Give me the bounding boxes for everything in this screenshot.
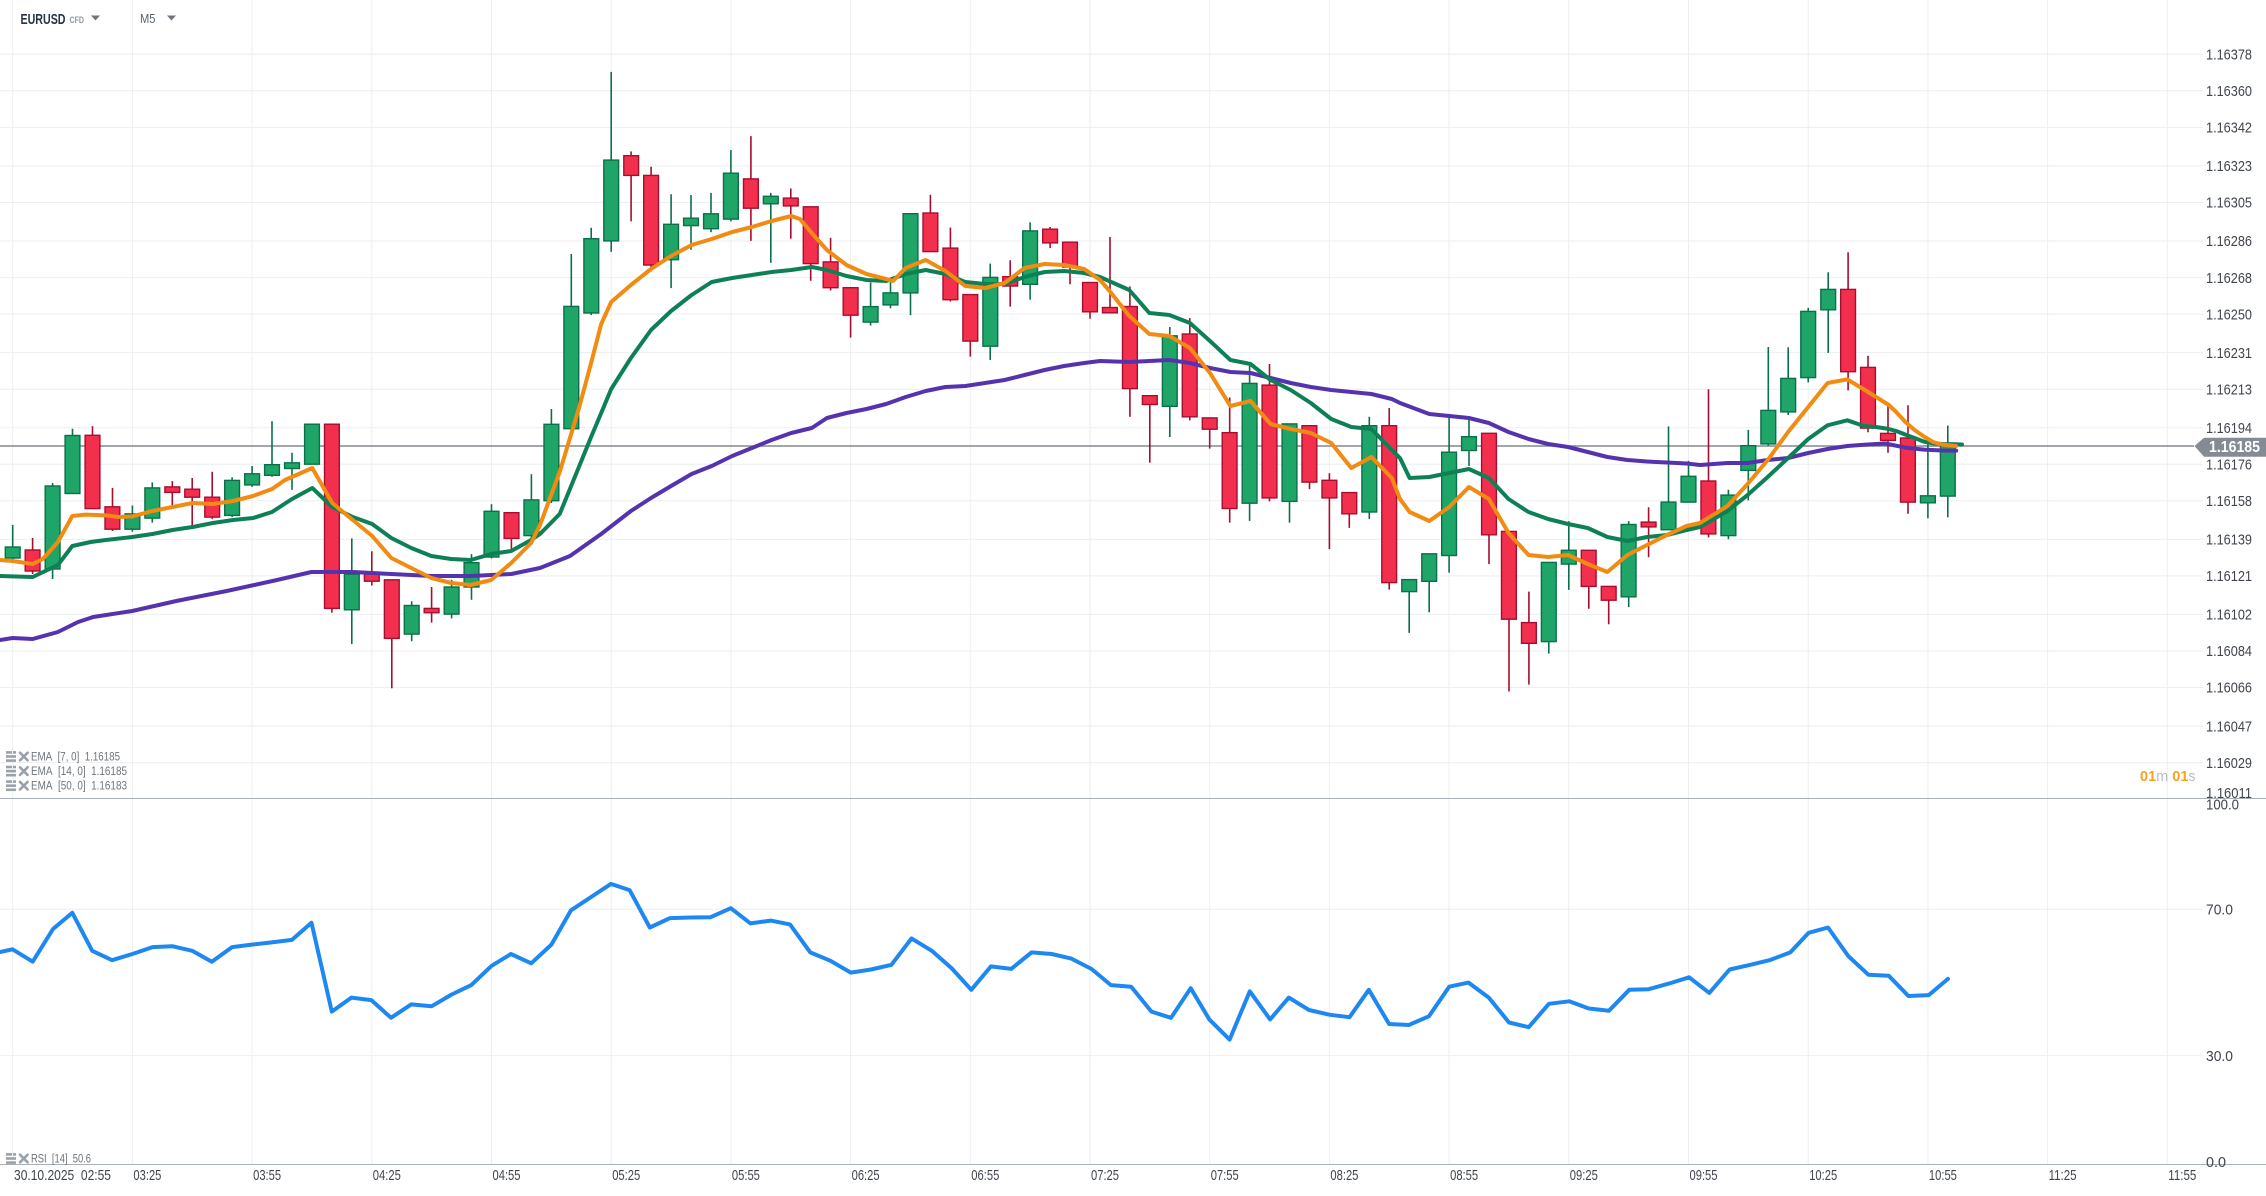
svg-text:1.16185: 1.16185 xyxy=(2209,439,2260,456)
svg-text:11:25: 11:25 xyxy=(2049,1167,2077,1184)
svg-text:1.16047: 1.16047 xyxy=(2206,718,2252,735)
svg-text:03:25: 03:25 xyxy=(133,1167,161,1184)
svg-text:1.16029: 1.16029 xyxy=(2206,755,2252,772)
svg-text:07:25: 07:25 xyxy=(1091,1167,1119,1184)
svg-text:08:55: 08:55 xyxy=(1450,1167,1478,1184)
svg-text:70.0: 70.0 xyxy=(2206,902,2233,919)
svg-text:M5: M5 xyxy=(140,12,156,26)
svg-text:1.16084: 1.16084 xyxy=(2206,643,2252,660)
svg-text:07:55: 07:55 xyxy=(1211,1167,1239,1184)
svg-text:03:55: 03:55 xyxy=(253,1167,281,1184)
svg-text:1.16102: 1.16102 xyxy=(2206,607,2252,624)
svg-text:1.16231: 1.16231 xyxy=(2206,345,2252,362)
svg-text:1.16176: 1.16176 xyxy=(2206,457,2252,474)
svg-text:08:25: 08:25 xyxy=(1330,1167,1358,1184)
svg-text:EMA [14, 0] 1.16185: EMA [14, 0] 1.16185 xyxy=(31,766,127,778)
svg-text:0.0: 0.0 xyxy=(2206,1154,2226,1171)
svg-text:06:25: 06:25 xyxy=(852,1167,880,1184)
svg-text:1.16268: 1.16268 xyxy=(2206,270,2252,287)
svg-text:11:55: 11:55 xyxy=(2168,1167,2196,1184)
svg-text:1.16286: 1.16286 xyxy=(2206,233,2252,250)
svg-text:EMA [7, 0] 1.16185: EMA [7, 0] 1.16185 xyxy=(31,752,120,764)
svg-text:1.16066: 1.16066 xyxy=(2206,680,2252,697)
svg-text:1.16121: 1.16121 xyxy=(2206,568,2252,585)
svg-text:1.16305: 1.16305 xyxy=(2206,195,2252,212)
svg-text:RSI [14] 50.6: RSI [14] 50.6 xyxy=(31,1154,91,1166)
svg-text:30.0: 30.0 xyxy=(2206,1048,2233,1065)
svg-text:05:25: 05:25 xyxy=(612,1167,640,1184)
svg-text:05:55: 05:55 xyxy=(732,1167,760,1184)
svg-text:1.16139: 1.16139 xyxy=(2206,532,2252,549)
svg-text:04:55: 04:55 xyxy=(493,1167,521,1184)
svg-text:30.10.2025 02:55: 30.10.2025 02:55 xyxy=(14,1167,111,1184)
svg-text:EMA [50, 0] 1.16183: EMA [50, 0] 1.16183 xyxy=(31,781,127,793)
svg-text:1.16158: 1.16158 xyxy=(2206,493,2252,510)
svg-text:10:25: 10:25 xyxy=(1809,1167,1837,1184)
svg-text:1.16378: 1.16378 xyxy=(2206,47,2252,64)
svg-text:1.16323: 1.16323 xyxy=(2206,158,2252,175)
svg-text:10:55: 10:55 xyxy=(1929,1167,1957,1184)
svg-text:04:25: 04:25 xyxy=(373,1167,401,1184)
svg-text:01m 01s: 01m 01s xyxy=(2140,769,2196,785)
svg-text:1.16250: 1.16250 xyxy=(2206,306,2252,323)
svg-text:1.16194: 1.16194 xyxy=(2206,420,2252,437)
svg-text:1.16342: 1.16342 xyxy=(2206,120,2252,137)
svg-text:09:55: 09:55 xyxy=(1690,1167,1718,1184)
svg-text:CFD: CFD xyxy=(70,15,85,26)
svg-text:06:55: 06:55 xyxy=(971,1167,999,1184)
svg-text:1.16360: 1.16360 xyxy=(2206,83,2252,100)
svg-text:EURUSD: EURUSD xyxy=(21,11,66,28)
svg-text:100.0: 100.0 xyxy=(2206,797,2239,814)
svg-text:1.16011: 1.16011 xyxy=(2206,785,2252,802)
svg-text:1.16213: 1.16213 xyxy=(2206,381,2252,398)
svg-text:09:25: 09:25 xyxy=(1570,1167,1598,1184)
